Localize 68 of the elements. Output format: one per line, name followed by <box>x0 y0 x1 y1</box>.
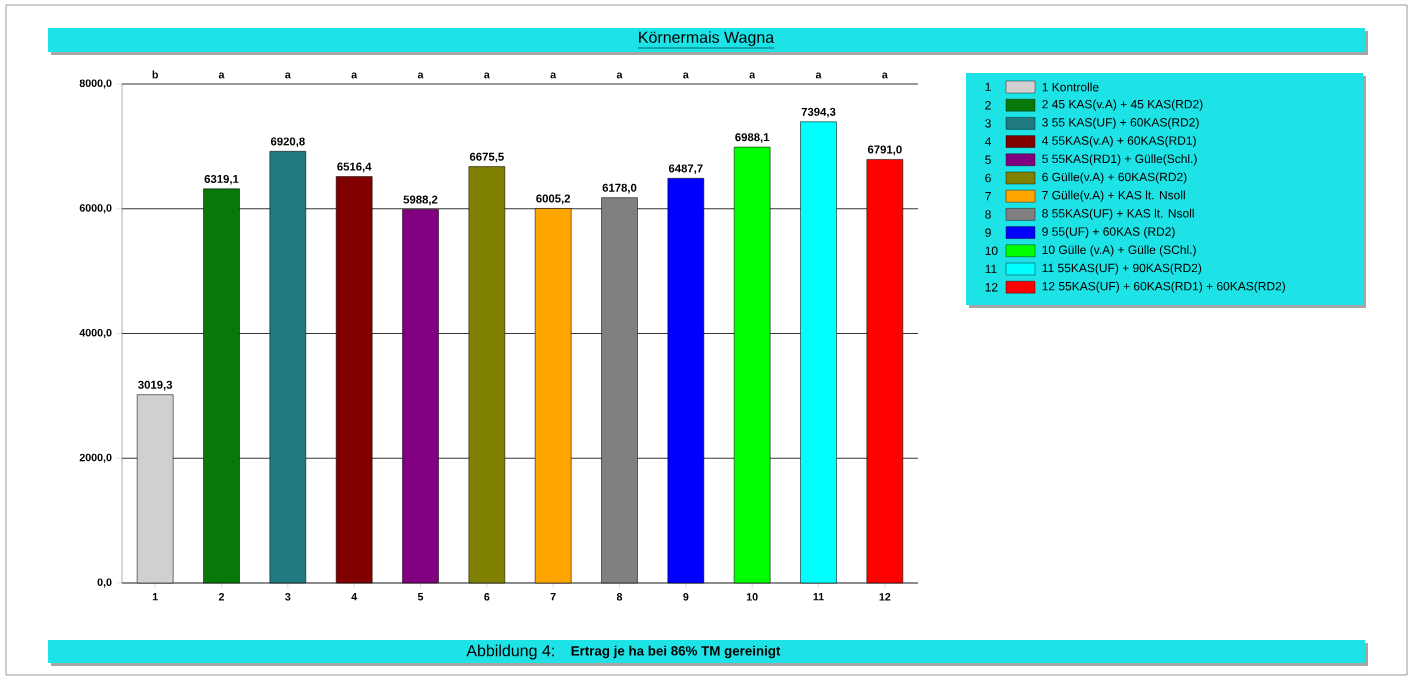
x-tick-label: 2 <box>218 593 225 601</box>
legend-label: 11 55KAS(UF) + 90KAS(RD2) <box>1042 263 1202 275</box>
x-tick-label: 8 <box>616 593 623 601</box>
x-tick-label: 3 <box>285 593 291 601</box>
text: a <box>882 72 888 79</box>
legend-label: 1 Kontrolle <box>1042 82 1099 92</box>
category-label: 2 <box>985 101 991 110</box>
category-label: 10 <box>985 246 998 256</box>
text: a <box>815 72 822 79</box>
text: a <box>683 72 689 79</box>
y-tick-label: 6000,0 <box>79 204 112 214</box>
text: 6516,4 <box>337 162 372 173</box>
legend-label: 6 Gülle(v.A) + 60KAS(RD2) <box>1042 172 1187 184</box>
category-label: 5 <box>985 155 991 164</box>
legend-label: 9 55(UF) + 60KAS (RD2) <box>1042 227 1175 239</box>
text: Ertrag je ha bei 86% TM gereinigt <box>571 645 781 659</box>
text: 7394,3 <box>801 107 836 118</box>
x-tick-label: 1 <box>152 593 158 601</box>
legend-label: 3 55 KAS(UF) + 60KAS(RD2) <box>1042 117 1199 129</box>
chart-title: Körnermais Wagna <box>639 31 775 47</box>
text: a <box>218 72 225 79</box>
legend-label: 8 55KAS(UF) + KAS lt. Nsoll <box>1042 208 1194 220</box>
legend-label: 12 55KAS(UF) + 60KAS(RD1) + 60KAS(RD2) <box>1042 281 1286 293</box>
x-tick-label: 7 <box>550 593 556 601</box>
text: b <box>152 70 158 79</box>
text: 6178,0 <box>602 183 637 194</box>
y-tick-label: 2000,0 <box>79 453 112 463</box>
text: 6005,2 <box>536 194 571 205</box>
x-tick-label: 11 <box>813 593 824 601</box>
legend-label: 7 Gülle(v.A) + KAS lt. Nsoll <box>1042 190 1185 202</box>
text: a <box>484 72 490 79</box>
text: Abbildung 4: <box>466 644 554 660</box>
text: 6675,5 <box>469 152 504 163</box>
y-tick-label: 8000,0 <box>79 79 112 89</box>
y-tick-label: 4000,0 <box>79 328 112 339</box>
text: 6791,0 <box>867 145 902 156</box>
text: a <box>616 72 623 79</box>
text: 3019,3 <box>138 380 173 391</box>
x-tick-label: 12 <box>879 593 891 601</box>
category-label: 6 <box>985 173 991 183</box>
text: a <box>417 72 424 79</box>
category-label: 7 <box>985 192 991 201</box>
category-label: 3 <box>985 119 991 128</box>
category-label: 11 <box>985 264 997 274</box>
x-tick-label: 9 <box>683 593 689 601</box>
legend-label: 2 45 KAS(v.A) + 45 KAS(RD2) <box>1042 99 1203 111</box>
text: a <box>351 72 358 79</box>
legend-label: 5 55KAS(RD1) + Gülle(Schl.) <box>1042 154 1197 166</box>
text: 6988,1 <box>735 133 770 143</box>
category-label: 8 <box>985 210 991 219</box>
text: 6487,7 <box>668 164 703 175</box>
text: a <box>749 72 756 79</box>
text: 5988,2 <box>403 195 438 206</box>
x-tick-label: 5 <box>417 593 424 601</box>
x-tick-label: 6 <box>484 593 490 601</box>
category-label: 9 <box>985 228 991 237</box>
y-tick-label: 0,0 <box>97 578 112 588</box>
category-label: 4 <box>984 137 992 146</box>
x-tick-label: 10 <box>746 593 758 601</box>
text: 6319,1 <box>204 174 239 185</box>
legend-label: 10 Gülle (v.A) + Gülle (SChl.) <box>1042 245 1196 257</box>
legend-label: 4 55KAS(v.A) + 60KAS(RD1) <box>1041 136 1196 148</box>
text: a <box>550 72 557 79</box>
category-label: 12 <box>985 283 998 292</box>
category-label: 1 <box>985 82 991 92</box>
text: a <box>285 72 291 79</box>
x-tick-label: 4 <box>351 593 358 601</box>
text: 6920,8 <box>270 137 305 148</box>
